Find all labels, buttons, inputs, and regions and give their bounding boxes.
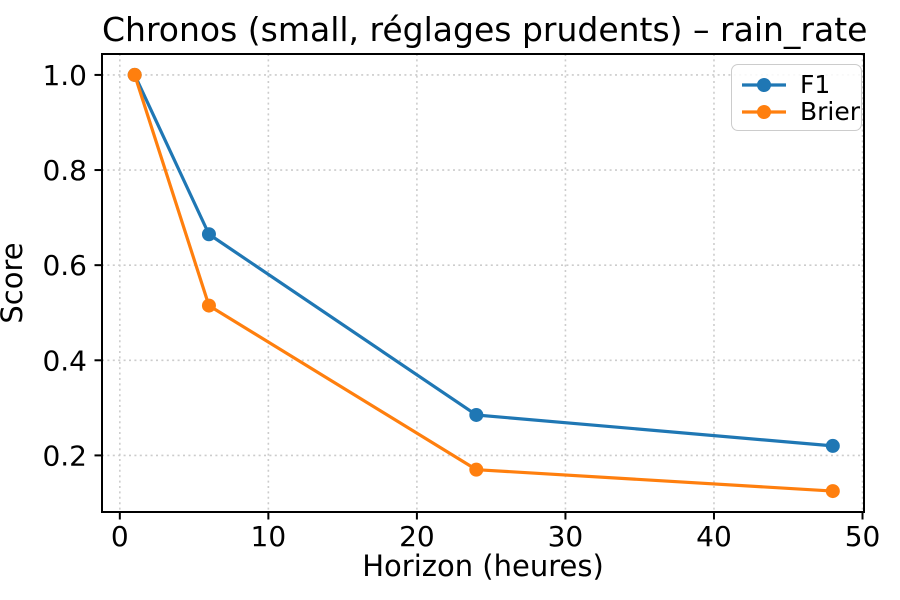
x-tick-label: 20	[399, 520, 435, 553]
y-tick-label: 0.4	[42, 344, 87, 377]
plot-border	[101, 53, 865, 513]
chart-title: Chronos (small, réglages prudents) – rai…	[102, 10, 868, 49]
x-tick-label: 40	[696, 520, 732, 553]
data-point-brier	[825, 484, 840, 499]
y-tick-label: 1.0	[42, 59, 87, 92]
legend-marker	[757, 77, 771, 92]
series-line-f1	[133, 74, 833, 448]
x-tick-label: 50	[845, 520, 881, 553]
legend-item-f1: F1	[741, 71, 861, 98]
data-point-brier	[127, 67, 142, 82]
data-point-brier	[201, 298, 216, 313]
series-line-brier	[133, 74, 833, 493]
y-tick-label: 0.2	[42, 439, 87, 472]
legend-swatch-brier	[742, 104, 786, 119]
x-tick-label: 30	[548, 520, 584, 553]
legend-label: Brier	[800, 97, 861, 126]
legend-marker	[757, 104, 771, 119]
y-tick-label: 0.6	[42, 249, 87, 282]
legend: F1 Brier	[731, 64, 862, 131]
legend-label: F1	[800, 70, 831, 99]
legend-item-brier: Brier	[741, 98, 861, 125]
y-tick-label: 0.8	[42, 154, 87, 187]
data-point-f1	[825, 438, 840, 453]
x-tick-label: 0	[111, 520, 129, 553]
data-point-brier	[469, 462, 484, 477]
x-tick-label: 10	[251, 520, 287, 553]
x-axis-label: Horizon (heures)	[362, 549, 604, 583]
data-point-f1	[469, 407, 484, 422]
legend-swatch-f1	[742, 77, 786, 92]
data-point-f1	[201, 227, 216, 242]
